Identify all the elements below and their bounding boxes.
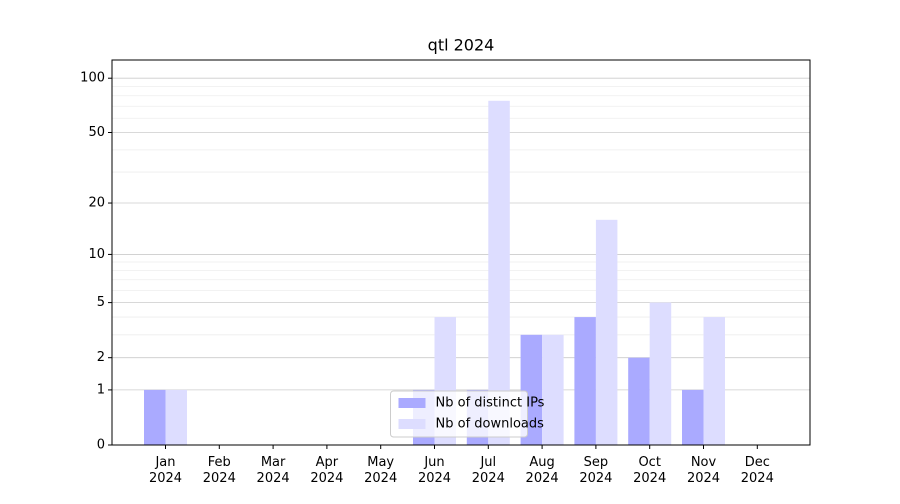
y-tick-label: 50: [88, 125, 105, 140]
x-tick-label: Feb 2024: [203, 455, 236, 486]
x-tick-label: Dec 2024: [741, 455, 774, 486]
x-tick-label: Jul 2024: [472, 455, 505, 486]
y-tick-label: 1: [97, 382, 105, 397]
x-tick-label: Apr 2024: [310, 455, 343, 486]
legend-label: Nb of downloads: [436, 417, 545, 432]
plot-frame: [111, 59, 811, 446]
legend-swatch: [398, 398, 426, 408]
x-tick-label: Jun 2024: [418, 455, 451, 486]
bar: [703, 317, 725, 445]
legend-label: Nb of distinct IPs: [436, 396, 545, 411]
y-tick-label: 5: [97, 295, 105, 310]
bar: [488, 100, 510, 445]
bar: [649, 302, 672, 445]
bar: [165, 389, 187, 445]
x-tick-label: May 2024: [364, 455, 397, 486]
x-tick-label: Oct 2024: [633, 455, 666, 486]
bar: [144, 389, 166, 445]
bar: [595, 219, 618, 445]
bar: [682, 389, 704, 445]
legend: Nb of distinct IPs Nb of downloads: [390, 390, 545, 438]
x-tick-label: Mar 2024: [257, 455, 290, 486]
chart-title: qtl 2024: [428, 36, 495, 55]
bar: [542, 334, 564, 445]
y-tick-label: 10: [88, 247, 105, 262]
x-tick-label: Sep 2024: [579, 455, 612, 486]
y-tick-label: 0: [97, 438, 105, 453]
legend-swatch: [398, 419, 426, 429]
y-tick-label: 20: [88, 196, 105, 211]
bar: [628, 357, 650, 445]
bar: [574, 317, 596, 445]
x-tick-label: Nov 2024: [687, 455, 720, 486]
x-tick-label: Jan 2024: [149, 455, 182, 486]
y-tick-label: 100: [80, 71, 105, 86]
y-tick-label: 2: [97, 350, 105, 365]
x-tick-label: Aug 2024: [526, 455, 559, 486]
